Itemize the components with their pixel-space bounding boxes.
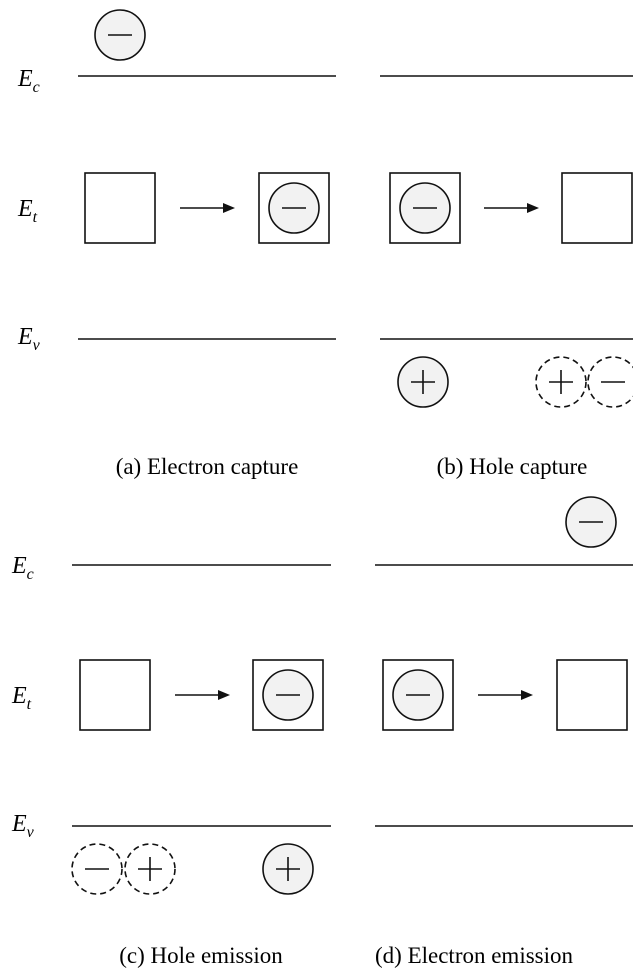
arrow-head bbox=[521, 690, 533, 700]
arrow-head bbox=[527, 203, 539, 213]
trap-state bbox=[79, 659, 151, 731]
subscript: v bbox=[33, 337, 41, 354]
level-label: Ec bbox=[17, 66, 40, 96]
trap-state bbox=[382, 659, 454, 731]
trap-state bbox=[561, 172, 633, 244]
trap-state bbox=[556, 659, 628, 731]
shapes bbox=[71, 9, 633, 895]
trap-state bbox=[84, 172, 156, 244]
subscript: t bbox=[33, 209, 38, 226]
hole bbox=[535, 356, 587, 408]
level-label: Ev bbox=[17, 324, 41, 354]
caption: (b) Hole capture bbox=[437, 454, 588, 479]
subscript: c bbox=[33, 79, 40, 96]
level-label: Ev bbox=[11, 811, 35, 841]
trap-state bbox=[389, 172, 461, 244]
symbol: E bbox=[17, 196, 33, 222]
level-label: Ec bbox=[11, 553, 34, 583]
subscript: c bbox=[27, 566, 34, 583]
caption: (a) Electron capture bbox=[116, 454, 299, 479]
trap-state bbox=[252, 659, 324, 731]
symbol: E bbox=[17, 324, 33, 350]
electron bbox=[71, 843, 123, 895]
level-label: Et bbox=[17, 196, 38, 226]
arrow-head bbox=[218, 690, 230, 700]
hole bbox=[124, 843, 176, 895]
trap-state bbox=[258, 172, 330, 244]
symbol: E bbox=[11, 553, 27, 579]
arrow-head bbox=[223, 203, 235, 213]
subscript: v bbox=[27, 824, 35, 841]
symbol: E bbox=[11, 811, 27, 837]
symbol: E bbox=[17, 66, 33, 92]
caption: (c) Hole emission bbox=[119, 943, 283, 968]
level-label: Et bbox=[11, 683, 32, 713]
caption: (d) Electron emission bbox=[375, 943, 574, 968]
subscript: t bbox=[27, 696, 32, 713]
symbol: E bbox=[11, 683, 27, 709]
